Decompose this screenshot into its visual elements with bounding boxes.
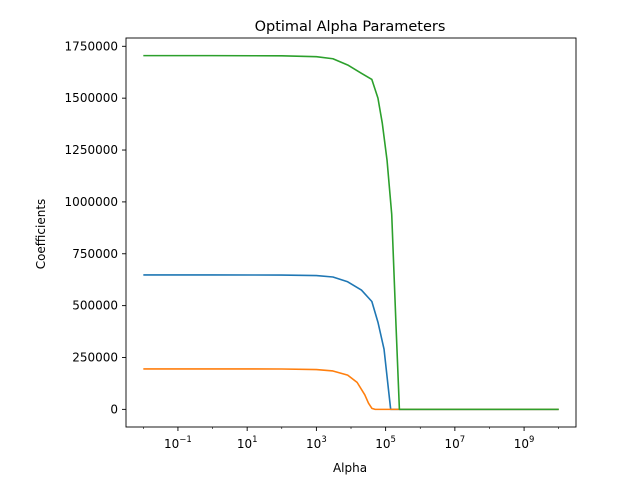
y-tick-label: 1000000 bbox=[65, 195, 118, 209]
x-tick-label: 105 bbox=[375, 435, 396, 451]
y-tick-label: 1750000 bbox=[65, 39, 118, 53]
series-line-1 bbox=[143, 274, 559, 411]
x-tick-label-base: 10 bbox=[164, 437, 179, 451]
y-axis-label: Coefficients bbox=[34, 199, 48, 270]
x-tick-label: 109 bbox=[514, 435, 535, 451]
series-line-2 bbox=[143, 368, 559, 411]
x-tick-label: 101 bbox=[237, 435, 258, 451]
y-tick-label: 0 bbox=[110, 402, 118, 416]
x-tick-label-base: 10 bbox=[514, 437, 529, 451]
y-tick-label: 250000 bbox=[72, 350, 118, 364]
series-layer bbox=[143, 54, 559, 411]
x-tick-label-exponent: 7 bbox=[460, 435, 465, 445]
x-axis-label: Alpha bbox=[333, 461, 367, 475]
y-tick-label: 750000 bbox=[72, 247, 118, 261]
x-tick-label-exponent: 3 bbox=[321, 435, 326, 445]
x-tick-label: 103 bbox=[306, 435, 327, 451]
x-axis-ticks: 10−1 101 103 105 107 109 bbox=[164, 427, 534, 451]
chart-title: Optimal Alpha Parameters bbox=[255, 19, 446, 35]
x-tick-label-exponent: 1 bbox=[252, 435, 257, 445]
x-axis-minor-ticks bbox=[143, 427, 560, 429]
x-tick-label-exponent: 9 bbox=[529, 435, 534, 445]
x-tick-label-base: 10 bbox=[306, 437, 321, 451]
x-tick-label: 10−1 bbox=[164, 435, 192, 451]
x-tick-label-base: 10 bbox=[375, 437, 390, 451]
x-tick-label-exponent: −1 bbox=[179, 435, 192, 445]
x-tick-label-base: 10 bbox=[445, 437, 460, 451]
y-tick-label: 1500000 bbox=[65, 91, 118, 105]
x-tick-label-base: 10 bbox=[237, 437, 252, 451]
y-tick-label: 500000 bbox=[72, 299, 118, 313]
x-tick-label: 107 bbox=[445, 435, 466, 451]
series-line-3 bbox=[143, 54, 559, 411]
y-axis-ticks: 0 250000 500000 750000 1000000 1250000 1500000… bbox=[65, 39, 126, 416]
x-tick-label-exponent: 5 bbox=[391, 435, 396, 445]
y-tick-label: 1250000 bbox=[65, 143, 118, 157]
